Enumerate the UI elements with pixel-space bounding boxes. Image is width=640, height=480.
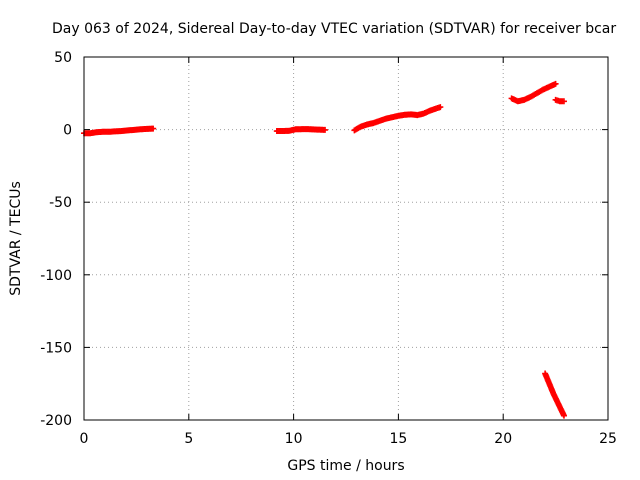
- x-tick-label: 10: [285, 431, 303, 447]
- data-point: [150, 125, 157, 132]
- y-tick-label: -100: [40, 268, 72, 284]
- x-tick-label: 0: [80, 431, 89, 447]
- data-point: [322, 126, 329, 133]
- x-axis-title: GPS time / hours: [287, 458, 404, 474]
- x-tick-label: 15: [389, 431, 407, 447]
- y-tick-label: -50: [49, 195, 72, 211]
- y-tick-label: 0: [63, 123, 72, 139]
- x-tick-label: 25: [599, 431, 617, 447]
- data-point: [552, 80, 559, 87]
- chart-title: Day 063 of 2024, Sidereal Day-to-day VTE…: [52, 21, 616, 37]
- x-tick-label: 20: [494, 431, 512, 447]
- data-point: [560, 98, 567, 105]
- grid-lines: [84, 57, 608, 420]
- data-series: [81, 80, 567, 419]
- y-tick-label: 50: [54, 50, 72, 66]
- y-tick-label: -200: [40, 413, 72, 429]
- axis-ticks: 0 5 10 15 20 25 50 0 -50 -100 -150 -200: [40, 50, 617, 447]
- data-point: [437, 104, 444, 111]
- plot-frame: [83, 56, 609, 421]
- x-tick-label: 5: [184, 431, 193, 447]
- data-point: [560, 412, 567, 419]
- y-tick-label: -150: [40, 340, 72, 356]
- y-axis-title: SDTVAR / TECUs: [8, 181, 24, 296]
